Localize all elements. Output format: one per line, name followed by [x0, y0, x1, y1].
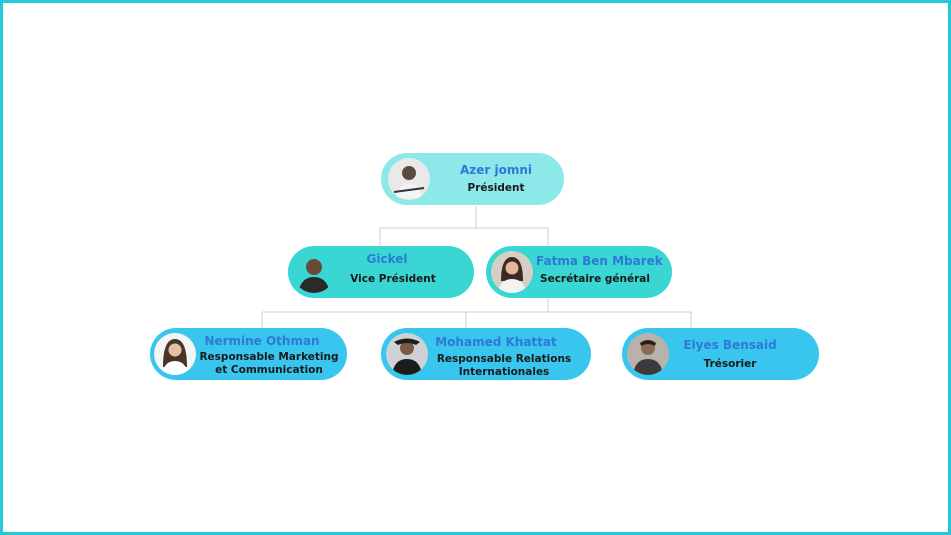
node-role: Président	[467, 182, 525, 194]
avatar	[154, 333, 196, 375]
person-photo-icon	[386, 333, 428, 375]
org-node-secretary: Fatma Ben Mbarek Secrétaire général	[486, 246, 672, 298]
org-node-president: Azer jomni Président	[381, 153, 564, 205]
person-photo-icon	[293, 251, 335, 293]
org-node-relations: Mohamed Khattat Responsable Relations In…	[381, 328, 591, 380]
node-name: Mohamed Khattat	[435, 335, 557, 349]
node-role: Vice Président	[350, 273, 436, 285]
avatar	[388, 158, 430, 200]
node-role: Secrétaire général	[540, 273, 650, 285]
node-name: Fatma Ben Mbarek	[536, 254, 663, 268]
org-node-marketing: Nermine Othman Responsable Marketing et …	[150, 328, 347, 380]
person-photo-icon	[627, 333, 669, 375]
org-node-treasurer: Elyes Bensaid Trésorier	[622, 328, 819, 380]
avatar	[491, 251, 533, 293]
avatar	[293, 251, 335, 293]
node-name: Gickel	[366, 252, 408, 266]
person-photo-icon	[154, 333, 196, 375]
avatar	[627, 333, 669, 375]
org-node-vice-president: Gickel Vice Président	[288, 246, 474, 298]
node-role: et Communication	[215, 364, 323, 376]
node-role: Responsable Marketing	[199, 351, 339, 363]
node-name: Azer jomni	[459, 163, 533, 177]
avatar	[386, 333, 428, 375]
person-photo-icon	[388, 158, 430, 200]
node-role: Internationales	[458, 366, 550, 378]
node-role: Trésorier	[703, 358, 757, 370]
node-name: Elyes Bensaid	[683, 338, 777, 352]
node-role: Responsable Relations	[436, 353, 572, 365]
person-photo-icon	[491, 251, 533, 293]
node-name: Nermine Othman	[204, 334, 320, 348]
